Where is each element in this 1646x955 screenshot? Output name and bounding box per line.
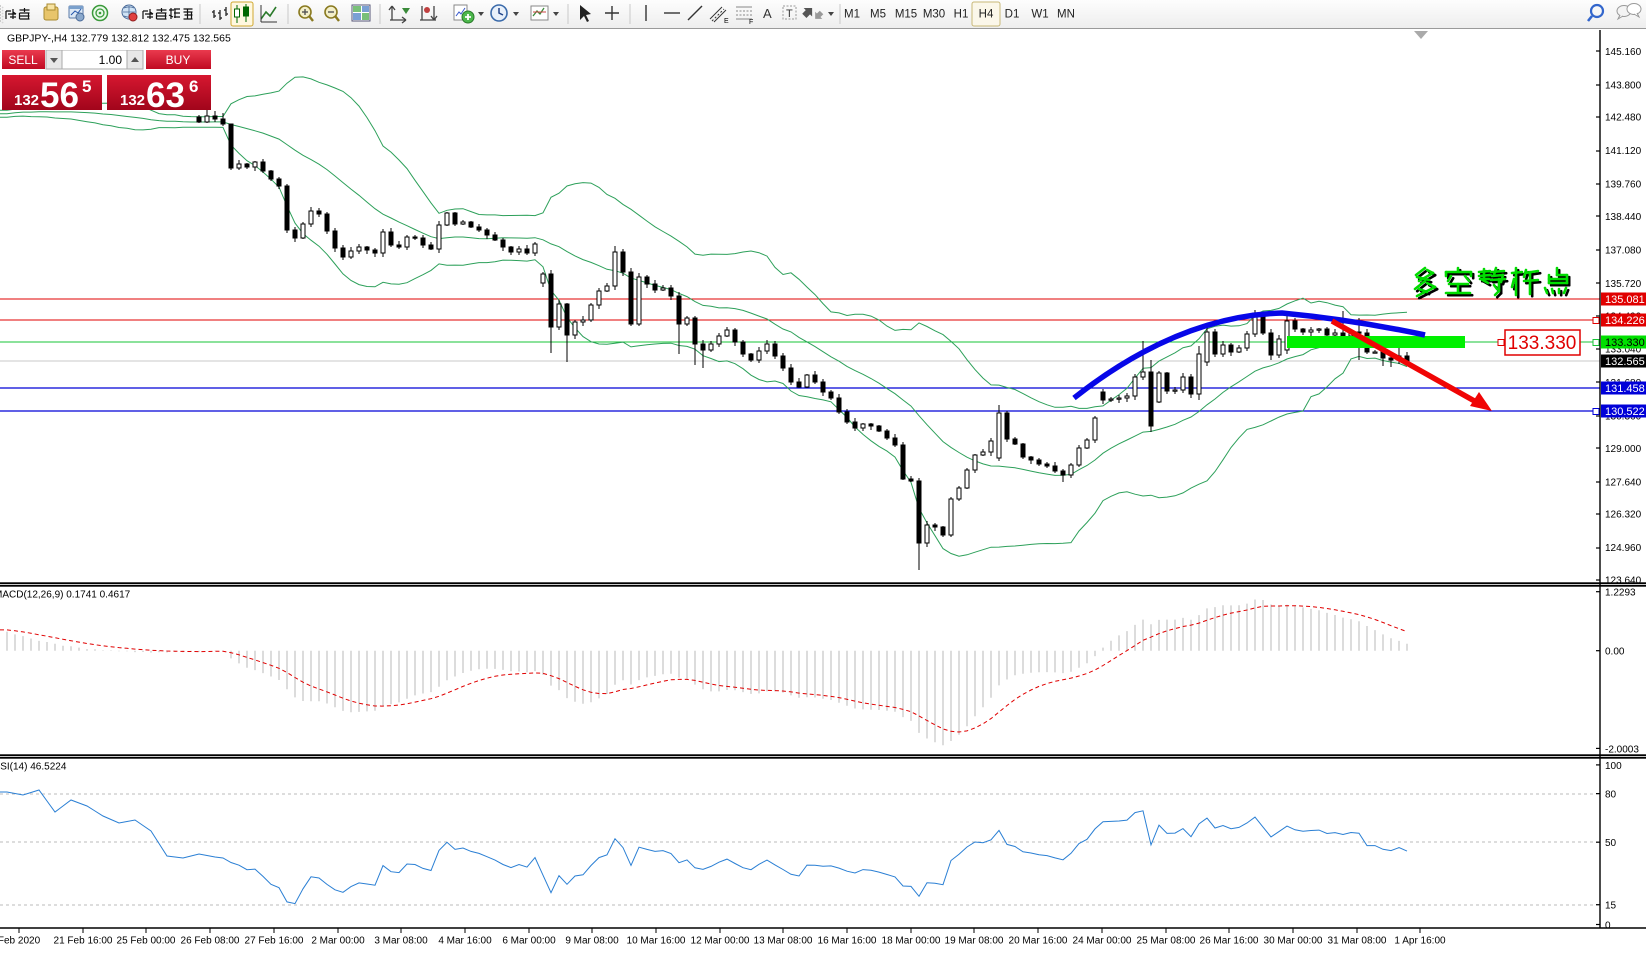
svg-text:T: T bbox=[786, 8, 793, 20]
svg-text:12 Mar 00:00: 12 Mar 00:00 bbox=[691, 936, 750, 947]
svg-text:141.120: 141.120 bbox=[1605, 146, 1642, 157]
svg-text:3 Mar 08:00: 3 Mar 08:00 bbox=[374, 936, 428, 947]
svg-text:143.800: 143.800 bbox=[1605, 80, 1642, 91]
svg-text:100: 100 bbox=[1605, 761, 1622, 772]
svg-text:26 Feb 08:00: 26 Feb 08:00 bbox=[181, 936, 240, 947]
svg-text:M1: M1 bbox=[844, 9, 860, 21]
svg-text:56: 56 bbox=[40, 76, 79, 110]
svg-text:19 Mar 08:00: 19 Mar 08:00 bbox=[945, 936, 1004, 947]
svg-text:133.330: 133.330 bbox=[1605, 337, 1645, 349]
svg-text:25 Mar 08:00: 25 Mar 08:00 bbox=[1137, 936, 1196, 947]
svg-text:E: E bbox=[724, 18, 729, 25]
svg-text:BUY: BUY bbox=[166, 53, 191, 67]
svg-text:130.522: 130.522 bbox=[1605, 406, 1645, 418]
svg-text:25 Feb 00:00: 25 Feb 00:00 bbox=[117, 936, 176, 947]
svg-text:2 Mar 00:00: 2 Mar 00:00 bbox=[311, 936, 365, 947]
svg-text:21 Feb 16:00: 21 Feb 16:00 bbox=[54, 936, 113, 947]
svg-text:145.160: 145.160 bbox=[1605, 47, 1642, 58]
svg-text:0.00: 0.00 bbox=[1605, 647, 1625, 658]
svg-text:MACD(12,26,9) 0.1741 0.4617: MACD(12,26,9) 0.1741 0.4617 bbox=[0, 590, 131, 601]
svg-text:134.226: 134.226 bbox=[1605, 315, 1645, 327]
svg-text:RSI(14) 46.5224: RSI(14) 46.5224 bbox=[0, 762, 67, 773]
svg-text:F: F bbox=[749, 19, 753, 26]
svg-text:A: A bbox=[763, 6, 772, 21]
svg-text:132.565: 132.565 bbox=[1605, 356, 1645, 368]
svg-text:GBPJPY-,H4 132.779 132.812 13: GBPJPY-,H4 132.779 132.812 132.475 132.5… bbox=[7, 33, 231, 45]
svg-text:139.760: 139.760 bbox=[1605, 180, 1642, 191]
svg-text:131.458: 131.458 bbox=[1605, 383, 1645, 395]
svg-text:16 Mar 16:00: 16 Mar 16:00 bbox=[818, 936, 877, 947]
svg-text:15: 15 bbox=[1605, 901, 1617, 912]
svg-text:127.640: 127.640 bbox=[1605, 477, 1642, 488]
svg-text:124.960: 124.960 bbox=[1605, 543, 1642, 554]
svg-text:126.320: 126.320 bbox=[1605, 510, 1642, 521]
svg-text:M5: M5 bbox=[870, 9, 886, 21]
svg-text:0: 0 bbox=[1605, 921, 1611, 932]
svg-text:50: 50 bbox=[1605, 838, 1617, 849]
svg-text:138.440: 138.440 bbox=[1605, 212, 1642, 223]
svg-text:132: 132 bbox=[120, 92, 145, 109]
svg-text:129.000: 129.000 bbox=[1605, 444, 1642, 455]
svg-text:1 Apr 16:00: 1 Apr 16:00 bbox=[1394, 936, 1446, 947]
svg-text:24 Mar 00:00: 24 Mar 00:00 bbox=[1073, 936, 1132, 947]
svg-text:H4: H4 bbox=[979, 9, 994, 21]
svg-text:31 Mar 08:00: 31 Mar 08:00 bbox=[1328, 936, 1387, 947]
svg-text:137.080: 137.080 bbox=[1605, 245, 1642, 256]
svg-text:18 Mar 00:00: 18 Mar 00:00 bbox=[882, 936, 941, 947]
svg-text:135.720: 135.720 bbox=[1605, 279, 1642, 290]
svg-text:13 Mar 08:00: 13 Mar 08:00 bbox=[754, 936, 813, 947]
svg-text:133.040: 133.040 bbox=[1605, 345, 1642, 356]
svg-text:26 Mar 16:00: 26 Mar 16:00 bbox=[1200, 936, 1259, 947]
svg-text:80: 80 bbox=[1605, 790, 1617, 801]
svg-text:133.330: 133.330 bbox=[1508, 333, 1577, 354]
svg-text:10 Mar 16:00: 10 Mar 16:00 bbox=[627, 936, 686, 947]
svg-text:142.480: 142.480 bbox=[1605, 113, 1642, 124]
svg-text:W1: W1 bbox=[1031, 9, 1048, 21]
svg-text:SELL: SELL bbox=[8, 53, 38, 67]
svg-text:MN: MN bbox=[1057, 9, 1075, 21]
svg-text:-2.0003: -2.0003 bbox=[1605, 744, 1639, 755]
svg-text:1.2293: 1.2293 bbox=[1605, 588, 1636, 599]
svg-text:5: 5 bbox=[82, 77, 91, 96]
svg-text:D1: D1 bbox=[1005, 9, 1020, 21]
svg-text:6: 6 bbox=[189, 77, 198, 96]
svg-text:20 Mar 16:00: 20 Mar 16:00 bbox=[1009, 936, 1068, 947]
svg-text:132: 132 bbox=[14, 92, 39, 109]
svg-text:H1: H1 bbox=[954, 9, 969, 21]
svg-text:30 Mar 00:00: 30 Mar 00:00 bbox=[1264, 936, 1323, 947]
svg-text:4 Mar 16:00: 4 Mar 16:00 bbox=[438, 936, 492, 947]
svg-text:135.081: 135.081 bbox=[1605, 294, 1645, 306]
svg-text:M15: M15 bbox=[895, 9, 917, 21]
svg-text:123.640: 123.640 bbox=[1605, 576, 1642, 587]
svg-text:27 Feb 16:00: 27 Feb 16:00 bbox=[245, 936, 304, 947]
svg-text:1.00: 1.00 bbox=[99, 53, 123, 67]
svg-text:M30: M30 bbox=[923, 9, 945, 21]
svg-text:Feb 2020: Feb 2020 bbox=[0, 936, 41, 947]
svg-text:63: 63 bbox=[146, 76, 185, 110]
svg-text:6 Mar 00:00: 6 Mar 00:00 bbox=[502, 936, 556, 947]
svg-text:9 Mar 08:00: 9 Mar 08:00 bbox=[565, 936, 619, 947]
